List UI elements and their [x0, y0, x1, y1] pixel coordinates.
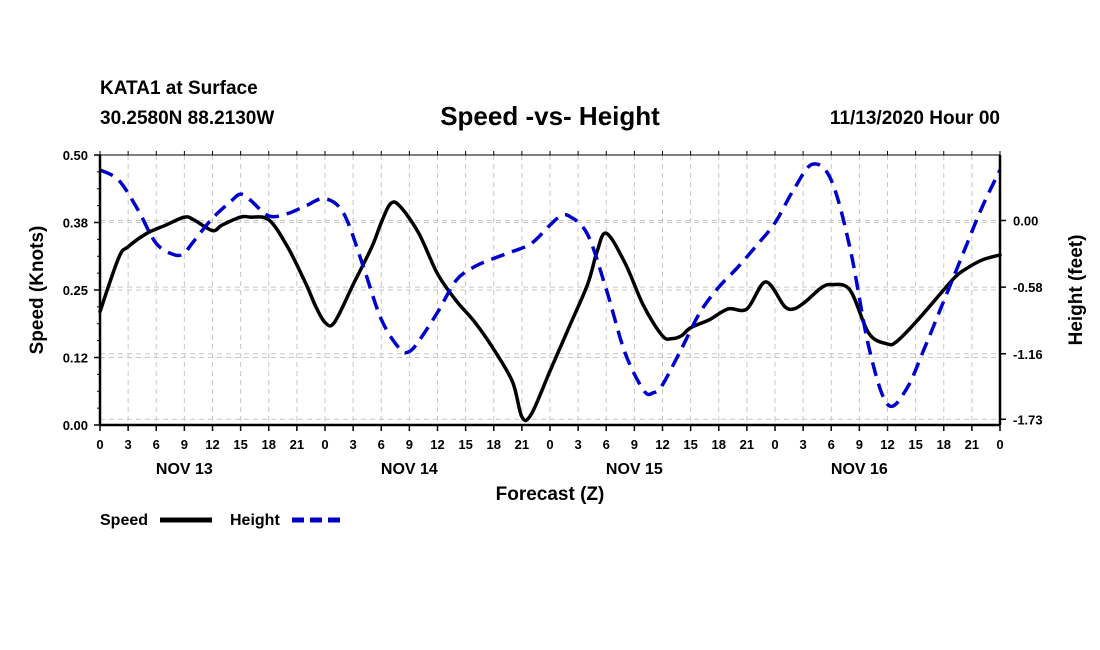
y-left-tick-label: 0.12: [63, 351, 88, 366]
x-tick-label: 6: [153, 437, 160, 452]
y-left-tick-label: 0.38: [63, 216, 88, 231]
day-label: NOV 15: [606, 461, 663, 478]
x-axis-label: Forecast (Z): [496, 484, 605, 505]
x-tick-label: 3: [800, 437, 807, 452]
x-tick-label: 3: [350, 437, 357, 452]
y-right-tick-label: -1.16: [1013, 347, 1043, 362]
x-tick-label: 12: [880, 437, 894, 452]
chart-title: Speed -vs- Height: [440, 101, 660, 131]
x-tick-label: 21: [515, 437, 529, 452]
day-label: NOV 13: [156, 461, 213, 478]
series-line-speed: [98, 200, 1002, 423]
legend: Speed Height: [100, 512, 344, 529]
x-tick-label: 15: [233, 437, 247, 452]
coordinates-label: 30.2580N 88.2130W: [100, 108, 274, 129]
x-tick-label: 21: [290, 437, 304, 452]
x-tick-label: 12: [205, 437, 219, 452]
x-tick-label: 21: [740, 437, 754, 452]
x-tick-label: 0: [771, 437, 778, 452]
x-tick-label: 6: [378, 437, 385, 452]
day-label: NOV 16: [831, 461, 888, 478]
x-tick-label: 0: [996, 437, 1003, 452]
y-right-tick-label: -0.58: [1013, 280, 1043, 295]
x-tick-label: 12: [655, 437, 669, 452]
x-tick-label: 15: [908, 437, 922, 452]
x-tick-label: 0: [96, 437, 103, 452]
x-tick-label: 15: [458, 437, 472, 452]
y-axis-right-label: Height (feet): [1066, 235, 1087, 346]
y-right-tick-label: 0.00: [1013, 213, 1038, 228]
x-tick-label: 9: [406, 437, 413, 452]
y-right-tick-label: -1.73: [1013, 412, 1043, 427]
x-tick-label: 18: [712, 437, 726, 452]
station-label: KATA1 at Surface: [100, 78, 258, 99]
y-left-tick-label: 0.50: [63, 148, 88, 163]
x-tick-label: 12: [430, 437, 444, 452]
x-tick-label: 18: [487, 437, 501, 452]
legend-speed-label: Speed: [100, 512, 148, 529]
x-tick-label: 9: [856, 437, 863, 452]
series-line-height: [99, 162, 1002, 409]
y-left-tick-label: 0.25: [63, 283, 88, 298]
x-tick-label: 3: [125, 437, 132, 452]
x-tick-label: 0: [321, 437, 328, 452]
tick-labels: 0 3 6 9 12 15 18 21 0 3 6 9 12 15 18 21 0 3 6 9 12 15 18 21 0 3 6 9…: [63, 148, 1043, 478]
series-lines: [98, 162, 1002, 423]
x-tick-label: 9: [631, 437, 638, 452]
x-tick-label: 15: [683, 437, 697, 452]
x-tick-label: 3: [575, 437, 582, 452]
y-left-tick-label: 0.00: [63, 418, 88, 433]
x-tick-label: 21: [965, 437, 979, 452]
x-tick-label: 6: [603, 437, 610, 452]
legend-height-label: Height: [230, 512, 280, 529]
x-tick-label: 18: [937, 437, 951, 452]
x-tick-label: 0: [546, 437, 553, 452]
x-tick-label: 9: [181, 437, 188, 452]
y-axis-left-label: Speed (Knots): [27, 226, 48, 355]
day-label: NOV 14: [381, 461, 438, 478]
x-tick-label: 18: [262, 437, 276, 452]
x-tick-label: 6: [828, 437, 835, 452]
date-label: 11/13/2020 Hour 00: [830, 108, 1000, 129]
